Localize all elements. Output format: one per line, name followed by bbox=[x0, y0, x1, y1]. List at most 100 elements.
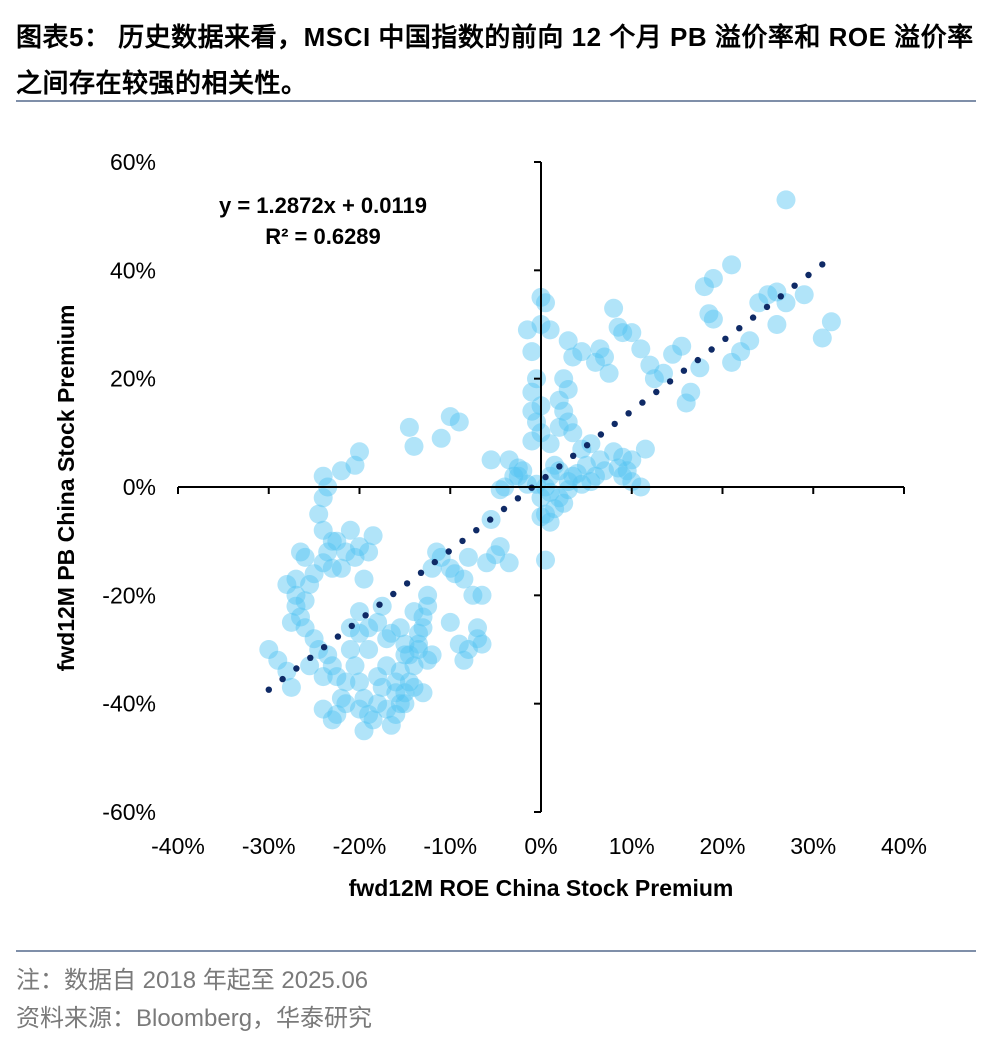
trendline-dot-2 bbox=[293, 665, 300, 672]
scatter-point-12 bbox=[703, 309, 723, 329]
scatter-point-186 bbox=[313, 466, 333, 486]
scatter-point-47 bbox=[590, 450, 610, 470]
scatter-point-19 bbox=[676, 393, 696, 413]
trendline-dot-24 bbox=[597, 431, 605, 438]
trendline-dot-23 bbox=[583, 442, 591, 449]
scatter-point-148 bbox=[395, 645, 415, 665]
chart-title: 图表5： 历史数据来看，MSCI 中国指数的前向 12 个月 PB 溢价率和 R… bbox=[16, 22, 974, 98]
x-tick-label-2: -20% bbox=[333, 833, 387, 859]
trendline-dot-28 bbox=[653, 388, 660, 396]
scatter-point-106 bbox=[472, 634, 492, 654]
scatter-point-67 bbox=[540, 466, 560, 486]
scatter-point-97 bbox=[490, 480, 510, 500]
trendline-layer bbox=[265, 261, 826, 693]
trendline-dot-25 bbox=[611, 420, 618, 428]
scatter-point-164 bbox=[291, 607, 310, 627]
scatter-point-20 bbox=[640, 355, 660, 375]
trendline-dot-0 bbox=[265, 686, 272, 693]
scatter-point-123 bbox=[418, 650, 438, 670]
scatter-point-86 bbox=[522, 382, 542, 402]
scatter-point-32 bbox=[595, 347, 614, 367]
scatter-point-37 bbox=[554, 369, 574, 389]
scatter-point-219 bbox=[350, 699, 369, 719]
scatter-point-40 bbox=[554, 401, 574, 421]
top-divider bbox=[16, 100, 976, 102]
scatter-point-191 bbox=[331, 558, 351, 578]
scatter-point-149 bbox=[409, 634, 428, 654]
scatter-point-94 bbox=[504, 466, 524, 486]
trendline-equation: y = 1.2872x + 0.0119 bbox=[219, 193, 427, 218]
trendline-dot-13 bbox=[445, 548, 452, 555]
scatter-point-181 bbox=[322, 531, 342, 551]
trendline-dot-35 bbox=[749, 314, 757, 321]
scatter-point-114 bbox=[458, 547, 478, 567]
x-axis-title: fwd12M ROE China Stock Premium bbox=[349, 875, 734, 901]
x-tick-labels: -40% -30% -20% -10% 0% 10% 20% 30% 40% bbox=[151, 833, 927, 859]
scatter-point-9 bbox=[821, 312, 841, 332]
scatter-point-4 bbox=[703, 269, 723, 288]
scatter-point-42 bbox=[549, 417, 569, 437]
scatter-point-142 bbox=[350, 623, 369, 643]
scatter-point-208 bbox=[536, 550, 555, 570]
scatter-point-17 bbox=[690, 358, 710, 378]
trendline-dot-16 bbox=[487, 516, 494, 523]
scatter-point-171 bbox=[281, 612, 301, 632]
scatter-point-30 bbox=[590, 339, 610, 359]
scatter-point-137 bbox=[359, 705, 379, 724]
scatter-point-36 bbox=[563, 347, 583, 367]
scatter-point-51 bbox=[635, 439, 655, 459]
scatter-point-92 bbox=[513, 461, 533, 481]
scatter-point-121 bbox=[413, 607, 433, 627]
scatter-point-135 bbox=[368, 694, 388, 714]
scatter-point-81 bbox=[540, 320, 560, 340]
scatter-point-91 bbox=[522, 431, 542, 451]
trendline-dot-6 bbox=[348, 622, 355, 630]
scatter-point-115 bbox=[440, 558, 460, 578]
scatter-point-163 bbox=[295, 618, 315, 638]
trendline-dot-18 bbox=[514, 495, 522, 502]
scatter-point-73 bbox=[545, 499, 565, 519]
scatter-point-154 bbox=[322, 710, 342, 730]
scatter-point-155 bbox=[313, 699, 333, 719]
scatter-point-217 bbox=[377, 629, 397, 649]
scatter-point-27 bbox=[604, 298, 624, 318]
scatter-point-162 bbox=[300, 656, 320, 676]
scatter-point-6 bbox=[749, 293, 769, 313]
trendline-dot-15 bbox=[473, 527, 480, 534]
scatter-point-38 bbox=[558, 380, 578, 399]
trendline-dot-26 bbox=[625, 410, 632, 417]
scatter-point-23 bbox=[663, 344, 683, 364]
scatter-point-1 bbox=[722, 255, 742, 275]
x-tick-label-3: -10% bbox=[423, 833, 477, 859]
scatter-point-146 bbox=[381, 623, 401, 643]
scatter-point-139 bbox=[350, 672, 369, 692]
trendline-dot-29 bbox=[666, 378, 674, 385]
trendline-dot-11 bbox=[417, 569, 425, 576]
scatter-point-152 bbox=[331, 688, 351, 708]
trendline-dot-22 bbox=[570, 452, 577, 459]
scatter-point-223 bbox=[395, 694, 415, 714]
scatter-point-189 bbox=[350, 442, 369, 462]
scatter-point-75 bbox=[540, 512, 560, 532]
scatter-point-204 bbox=[449, 412, 469, 432]
scatter-point-126 bbox=[399, 645, 419, 665]
scatter-point-147 bbox=[390, 618, 410, 638]
scatter-point-159 bbox=[313, 667, 333, 687]
trendline-dot-7 bbox=[362, 612, 369, 619]
scatter-point-102 bbox=[477, 553, 497, 573]
scatter-point-65 bbox=[549, 461, 569, 481]
scatter-point-153 bbox=[327, 705, 347, 724]
trendline-dot-21 bbox=[556, 463, 563, 470]
scatter-point-196 bbox=[363, 526, 383, 546]
scatter-point-44 bbox=[540, 434, 560, 454]
scatter-point-173 bbox=[300, 575, 320, 594]
scatter-point-156 bbox=[327, 667, 347, 687]
scatter-point-11 bbox=[767, 315, 787, 334]
scatter-point-60 bbox=[576, 455, 596, 475]
trendline-dot-31 bbox=[694, 356, 701, 364]
scatter-point-133 bbox=[377, 699, 397, 719]
trendline-dot-30 bbox=[680, 367, 688, 374]
scatter-point-70 bbox=[549, 488, 569, 508]
scatter-point-8 bbox=[794, 285, 814, 305]
scatter-point-183 bbox=[309, 504, 329, 524]
